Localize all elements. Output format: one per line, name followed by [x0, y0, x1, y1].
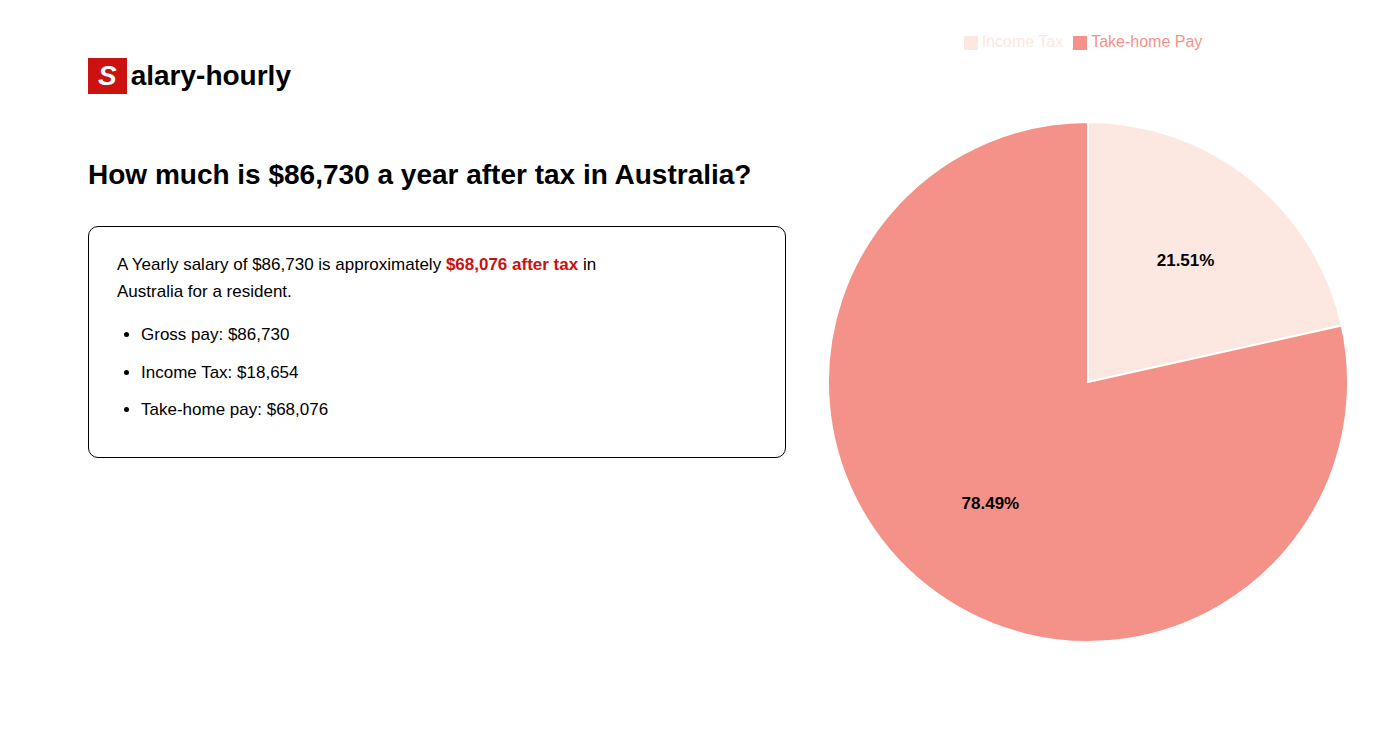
html-text:Australia for a resident.: Australia for a resident. [117, 282, 292, 302]
html-text:Take-home pay: $68,076: Take-home pay: $68,076 [141, 399, 329, 419]
html-text:Gross pay: $86,730: Gross pay: $86,730 [141, 325, 290, 345]
svg-text:78.49%: 78.49% [962, 494, 1020, 513]
html-text:A Yearly salary of $86,730 is: A Yearly salary of $86,730 is approximat… [117, 255, 597, 274]
html-text:Income Tax: Income Tax [981, 33, 1064, 50]
html-text:S: S [98, 60, 117, 91]
html-text:alary-hourly: alary-hourly [130, 60, 291, 91]
svg-text:21.51%: 21.51% [1157, 251, 1215, 270]
html-text:Income Tax: $18,654: Income Tax: $18,654 [141, 362, 299, 382]
html-text:Take-home Pay: Take-home Pay [1091, 33, 1203, 50]
html-text:How much is $86,730 a year aft: How much is $86,730 a year after tax in … [88, 159, 752, 190]
